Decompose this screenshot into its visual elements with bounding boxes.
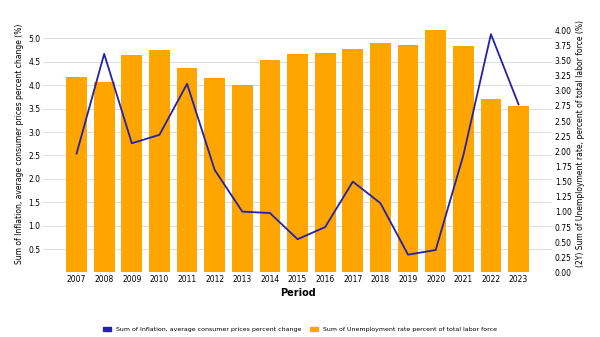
- Bar: [370, 43, 391, 273]
- Bar: [425, 30, 446, 273]
- Bar: [453, 46, 473, 273]
- Bar: [66, 77, 87, 273]
- Bar: [343, 49, 363, 273]
- Bar: [508, 106, 529, 273]
- Bar: [149, 50, 170, 273]
- Bar: [398, 45, 418, 273]
- Bar: [260, 60, 280, 273]
- Bar: [287, 54, 308, 273]
- Bar: [232, 85, 253, 273]
- Bar: [177, 68, 197, 273]
- X-axis label: Period: Period: [280, 288, 316, 298]
- Legend: Sum of Inflation, average consumer prices percent change, Sum of Unemployment ra: Sum of Inflation, average consumer price…: [101, 325, 499, 334]
- Bar: [94, 82, 115, 273]
- Y-axis label: Sum of Inflation, average consumer prices percent change (%): Sum of Inflation, average consumer price…: [15, 24, 24, 264]
- Bar: [481, 99, 501, 273]
- Bar: [315, 53, 335, 273]
- Y-axis label: (2Y) Sum of Unemployment rate, percent of total labor force (%): (2Y) Sum of Unemployment rate, percent o…: [576, 20, 585, 267]
- Bar: [121, 55, 142, 273]
- Bar: [205, 78, 225, 273]
